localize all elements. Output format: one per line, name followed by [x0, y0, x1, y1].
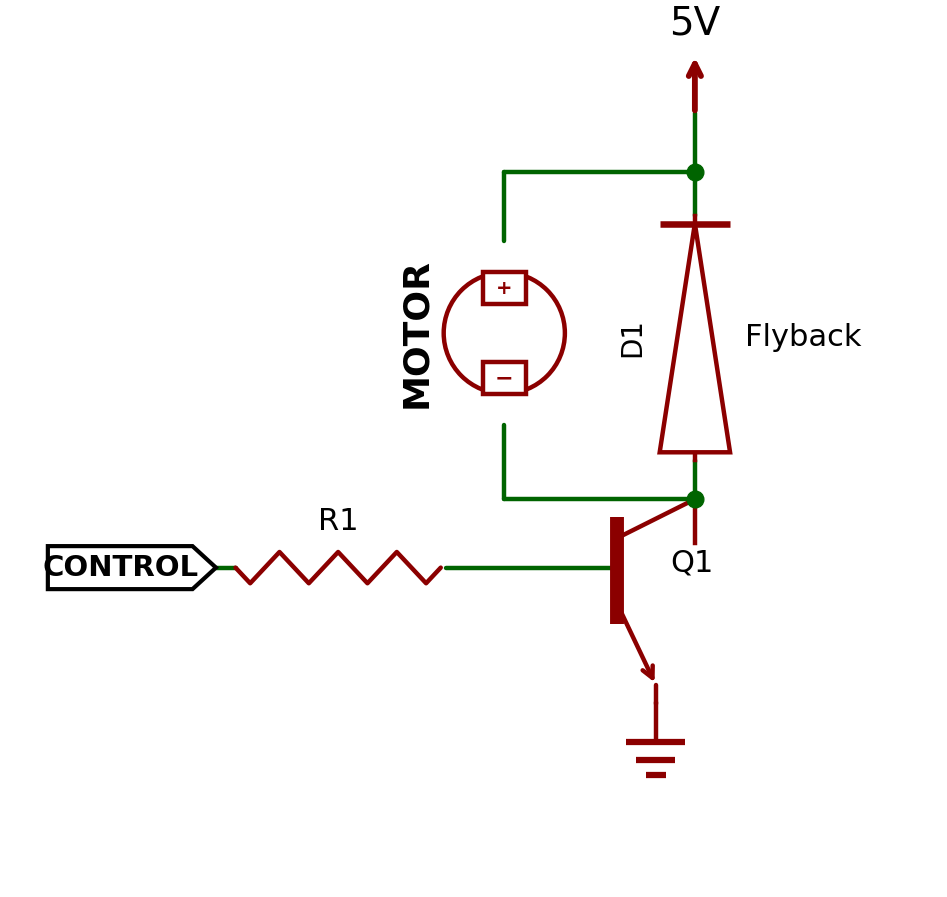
Text: CONTROL: CONTROL [42, 553, 198, 581]
Polygon shape [660, 223, 730, 452]
Text: D1: D1 [618, 318, 646, 357]
Text: Q1: Q1 [670, 548, 714, 578]
Text: +: + [496, 279, 512, 298]
Bar [483, 362, 526, 394]
Polygon shape [48, 546, 216, 589]
Text: MOTOR: MOTOR [400, 258, 434, 408]
Text: −: − [495, 368, 513, 388]
Bar [483, 273, 526, 304]
Text: Flyback: Flyback [744, 324, 861, 353]
Text: 5V: 5V [670, 4, 721, 43]
Text: R1: R1 [318, 508, 359, 536]
